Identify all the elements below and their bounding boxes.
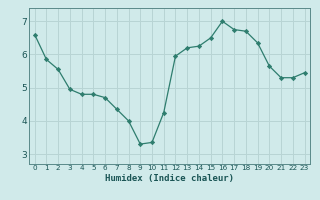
X-axis label: Humidex (Indice chaleur): Humidex (Indice chaleur) [105,174,234,183]
